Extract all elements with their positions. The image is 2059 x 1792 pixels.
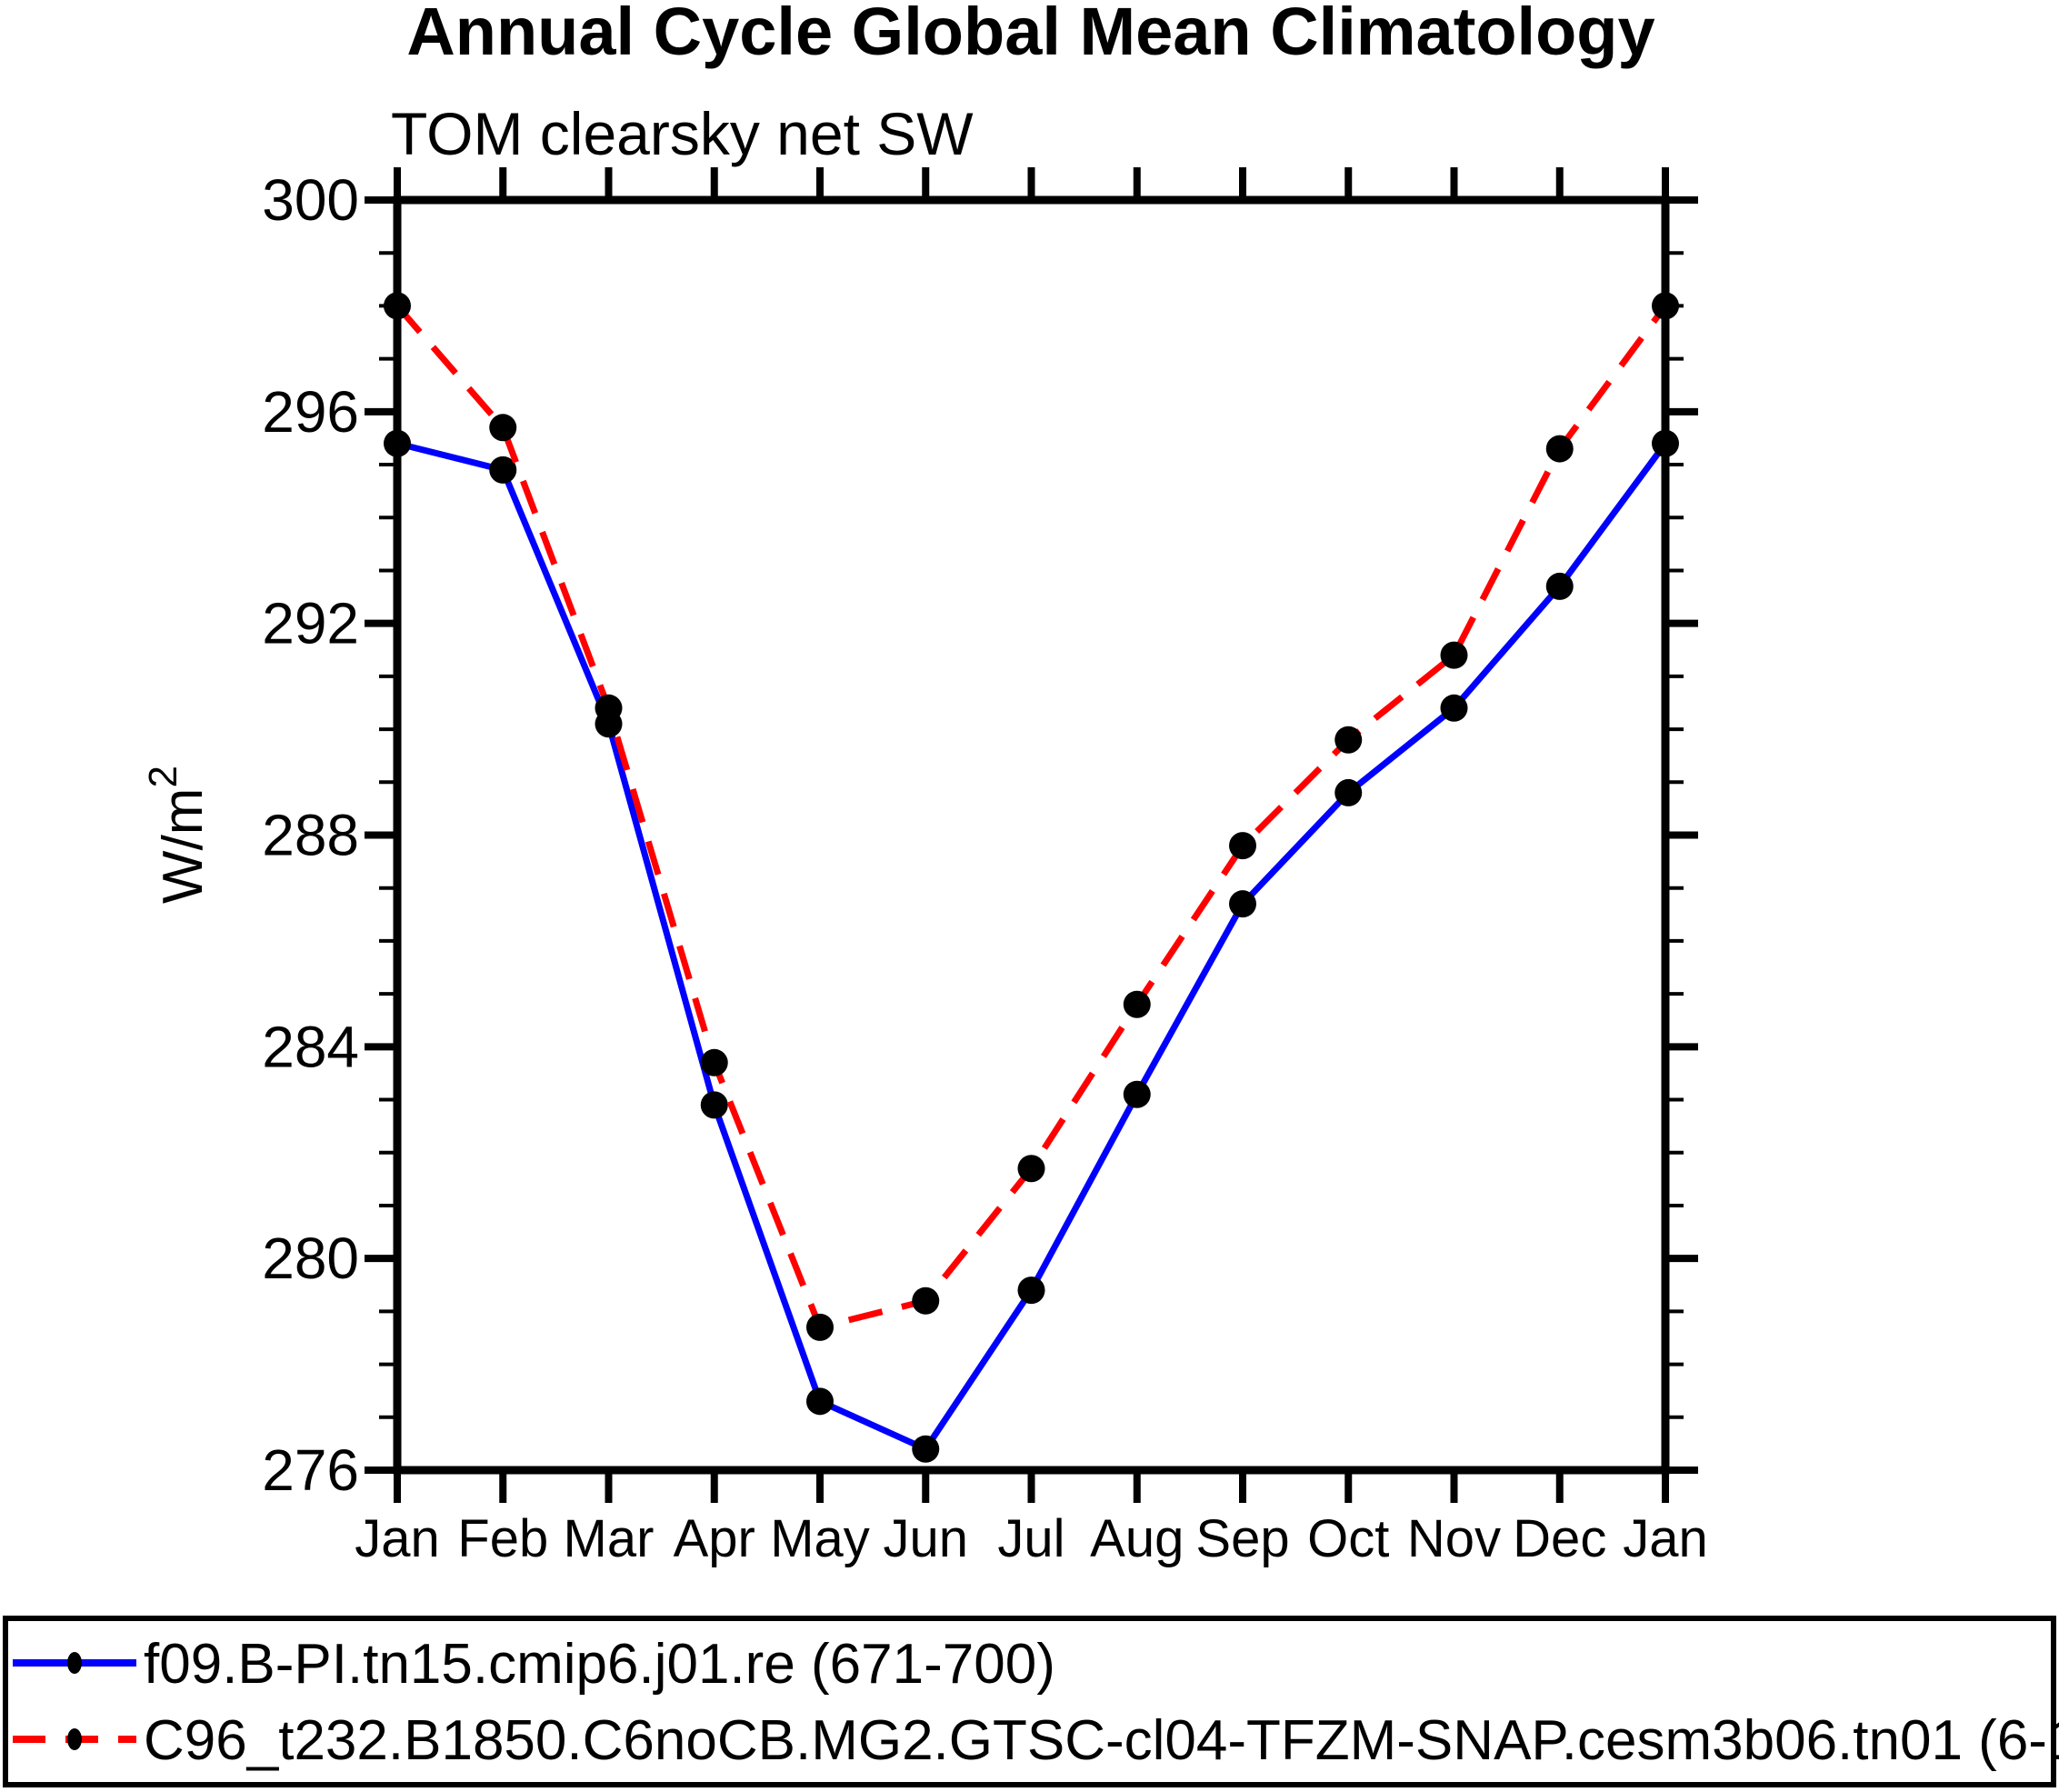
x-tick-label: Jul [997,1509,1064,1568]
x-tick-label: Nov [1407,1509,1501,1568]
legend-marker [67,1652,82,1674]
x-tick-label: May [770,1509,870,1568]
data-point-marker [700,1091,728,1119]
data-point-marker [700,1048,728,1076]
y-axis-label: W/m2 [141,766,215,904]
legend-marker [67,1728,82,1750]
data-point-marker [912,1286,940,1315]
x-tick-label: Apr [674,1509,755,1568]
data-point-marker [595,694,623,722]
data-point-marker [1652,429,1679,457]
data-point-marker [384,429,411,457]
data-point-marker [489,414,517,442]
x-tick-label: Jan [355,1509,440,1568]
data-point-marker [1440,694,1468,722]
x-tick-label: Jun [883,1509,968,1568]
y-axis-label-superscript: 2 [141,766,185,787]
data-point-marker [1440,641,1468,669]
data-point-marker [1017,1276,1045,1305]
chart-subtitle: TOM clearsky net SW [391,100,974,167]
data-point-marker [384,292,411,320]
data-point-marker [806,1313,834,1341]
data-point-marker [1123,990,1151,1018]
legend-entry-label: C96_t232.B1850.C6noCB.MG2.GTSC-cl04-TFZM… [144,1709,2059,1772]
data-point-marker [1545,435,1574,463]
x-tick-label: Jan [1623,1509,1708,1568]
y-tick-label: 284 [262,1014,359,1079]
y-tick-label: 292 [262,591,359,656]
y-axis-label-base: W/m [152,788,215,904]
data-point-marker [1123,1080,1151,1108]
legend-entry-label: f09.B-PI.tn15.cmip6.j01.re (671-700) [144,1633,1055,1696]
x-tick-label: Sep [1195,1509,1289,1568]
x-tick-label: Aug [1090,1509,1184,1568]
legend-box [3,1616,2056,1787]
data-point-marker [1334,726,1363,754]
y-tick-label: 280 [262,1226,359,1291]
y-tick-label: 296 [262,379,359,445]
x-tick-label: Mar [564,1509,655,1568]
data-point-marker [489,456,517,484]
data-point-marker [912,1435,940,1463]
data-point-marker [1229,832,1256,860]
data-point-marker [806,1387,834,1416]
plot-frame [393,195,1670,1475]
data-point-marker [1334,778,1363,806]
chart-title: Annual Cycle Global Mean Climatology [406,0,1654,69]
x-tick-label: Dec [1513,1509,1606,1568]
data-point-marker [1229,890,1256,918]
data-point-marker [1017,1155,1045,1183]
legend: f09.B-PI.tn15.cmip6.j01.re (671-700) C96_… [3,1616,2059,1787]
x-tick-label: Oct [1307,1509,1389,1568]
plot-area: 276 280 284 288 292 296 300 Jan Feb Mar Apr May Jun J… [262,167,1708,1568]
data-point-marker [1545,572,1574,600]
y-tick-label: 300 [262,167,359,233]
data-point-marker [1652,292,1679,320]
y-tick-label: 276 [262,1437,359,1503]
y-tick-label: 288 [262,803,359,868]
x-tick-label: Feb [457,1509,548,1568]
